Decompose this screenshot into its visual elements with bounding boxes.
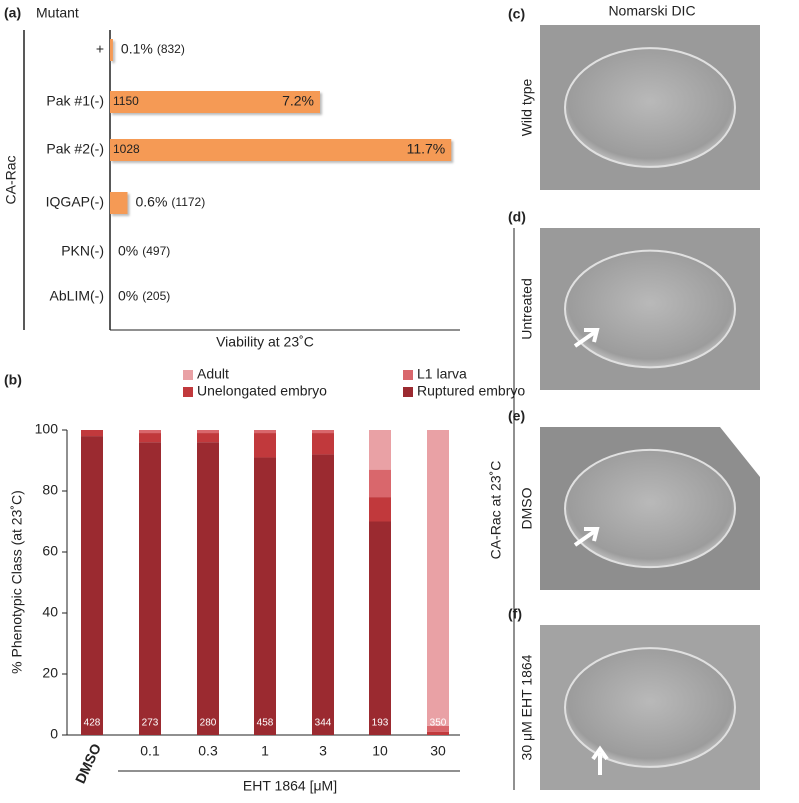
bar-segment [139,433,161,443]
y-tick-label: Pak #1(-) [46,93,104,109]
bar-segment [369,469,391,498]
x-tick-label: 3 [319,743,327,759]
bar-segment [197,433,219,443]
bar-segment [427,731,449,735]
legend-label: Ruptured embryo [417,383,525,399]
embryo [564,249,736,369]
value-label: 0% [118,243,138,259]
bar-segment [139,430,161,434]
n-label: 280 [200,718,217,729]
bar-segment [312,454,334,735]
bar-segment [197,430,219,434]
panel-label: (d) [508,209,526,225]
n-label: 193 [372,718,389,729]
x-tick-label: 10 [372,743,388,759]
bar [110,91,320,113]
legend-swatch [403,387,413,397]
count-label: (832) [157,42,185,56]
count-label: (205) [142,289,170,303]
group-label: CA-Rac [3,155,19,204]
n-label: 458 [257,718,274,729]
bar [110,192,128,214]
y-tick-label: 80 [42,482,58,498]
group-label: CA-Rac at 23˚C [488,461,504,560]
n-label: 273 [142,718,159,729]
x-tick-label: 30 [430,743,446,759]
column-header: Mutant [36,5,79,21]
value-label: 7.2% [282,93,314,109]
y-tick-label: IQGAP(-) [46,194,104,210]
y-tick-label: 20 [42,665,58,681]
value-label: 0.6% [136,194,168,210]
x-tick-label: 0.1 [140,743,160,759]
bar-segment [427,725,449,732]
bar-segment [139,442,161,735]
value-label: 0% [118,288,138,304]
y-axis-title: % Phenotypic Class (at 23˚C) [9,490,25,674]
x-axis-title: Viability at 23˚C [216,334,314,350]
value-label: 11.7% [407,141,446,157]
panel-label: (c) [508,6,525,22]
count-label: (1172) [171,195,205,209]
x-tick-label: DMSO [72,741,104,786]
bar [110,139,452,161]
count-label: 1028 [113,142,140,156]
arrow [573,328,600,348]
arrow [573,527,600,547]
value-label: 0.1% [121,41,153,57]
count-label: 1150 [113,94,139,108]
x-tick-label: 0.3 [198,743,218,759]
micrograph-label: Untreated [519,278,535,339]
legend-swatch [183,387,193,397]
bar-segment [427,430,449,726]
legend-label: Adult [197,366,229,382]
bar-segment [369,521,391,735]
y-tick-label: 60 [42,543,58,559]
micrograph-label: DMSO [519,487,535,529]
micrograph-label: Wild type [519,79,535,137]
bar-segment [81,430,103,437]
y-tick-label: 100 [35,421,59,437]
y-tick-label: AbLIM(-) [50,288,104,304]
legend-label: Unelongated embryo [197,383,327,399]
y-tick-label: Pak #2(-) [46,141,104,157]
panel-label: (a) [4,5,21,21]
panel-label: (f) [508,606,522,622]
x-tick-label: 1 [261,743,269,759]
arrow [591,745,609,775]
embryo [564,647,736,768]
bar [110,39,113,61]
legend-swatch [183,370,193,380]
n-label: 428 [84,718,101,729]
bar-segment [312,433,334,455]
y-tick-label: 40 [42,604,58,620]
bar-segment [254,433,276,458]
legend-swatch [403,370,413,380]
y-tick-label: + [96,41,104,57]
legend-label: L1 larva [417,366,467,382]
bar-segment [254,430,276,434]
micrograph-label: 30 μM EHT 1864 [519,654,535,760]
x-axis-title: EHT 1864 [μM] [243,778,337,794]
bar-segment [254,457,276,735]
bar-segment [369,430,391,470]
count-label: (497) [142,244,170,258]
bar-segment [197,442,219,735]
bar-segment [312,430,334,434]
embryo [564,47,736,168]
panel-label: (b) [4,372,22,388]
n-label: 350 [430,718,447,729]
micrograph-title: Nomarski DIC [608,3,695,19]
panel-label: (e) [508,408,525,424]
n-label: 344 [315,718,332,729]
bar-segment [81,436,103,735]
bar-segment [369,497,391,522]
y-tick-label: 0 [50,726,58,742]
embryo [564,448,736,569]
y-tick-label: PKN(-) [61,243,104,259]
